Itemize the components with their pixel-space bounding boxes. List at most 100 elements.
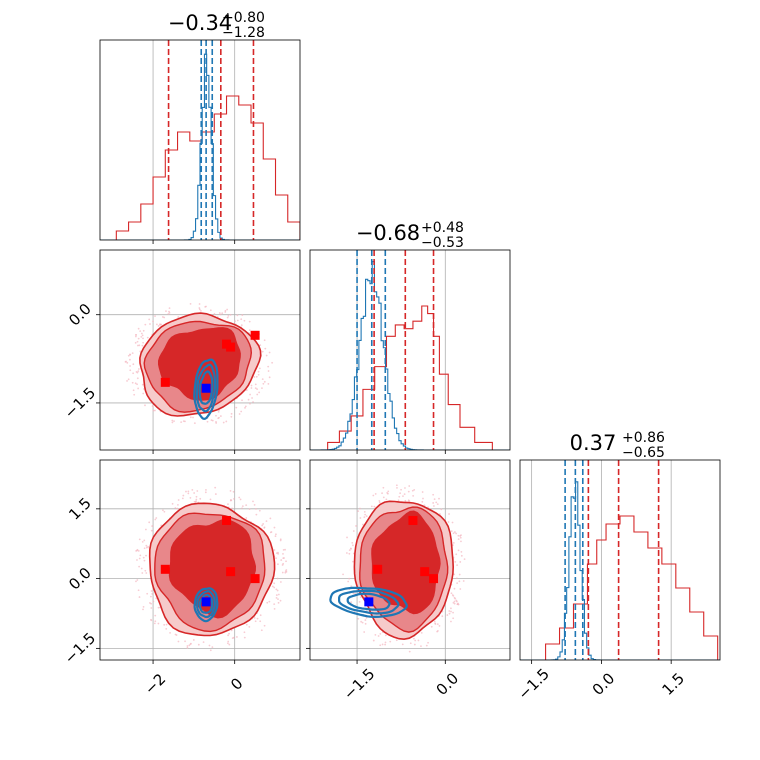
scatter-point [244,405,247,408]
scatter-point [235,636,238,638]
scatter-point [193,492,196,494]
scatter-point [165,623,168,626]
contour-blue-1 [338,589,400,615]
scatter-point [231,507,233,510]
hist-red-p0 [100,95,300,240]
scatter-point [150,602,153,605]
scatter-point [135,333,137,336]
marker-red-square [226,342,236,352]
scatter-point [433,505,435,507]
scatter-point [404,487,406,489]
scatter-point [257,373,260,376]
scatter-point [252,500,254,503]
scatter-point [277,593,280,596]
scatter-point [143,547,146,550]
scatter-point [454,531,456,533]
scatter-point [142,337,144,340]
scatter-point [155,597,158,600]
scatter-point [352,560,354,563]
hist-red-p2 [529,515,720,660]
scatter-point [276,589,279,592]
scatter-point [352,530,355,532]
panel-1-1 [310,250,510,450]
contour-blue-2 [346,592,391,611]
scatter-point [137,550,140,552]
scatter-point [150,607,153,609]
scatter-point [141,540,144,543]
scatter-point [261,378,264,381]
scatter-point [198,303,201,305]
scatter-point [184,420,186,423]
scatter-point [218,312,221,314]
contour-red-inner [168,519,257,619]
title-p2-upper: +0.86 [622,430,665,446]
marker-red-square [226,567,236,577]
scatter-point [169,632,171,634]
scatter-point [137,368,140,370]
scatter-point [399,492,402,495]
scatter-point [150,529,153,532]
scatter-point [262,523,265,525]
scatter-point [460,534,462,537]
scatter-point [142,392,145,395]
scatter-point [450,592,453,595]
scatter-point [165,628,168,630]
scatter-point [195,495,198,498]
scatter-point [204,491,207,494]
scatter-point [230,499,233,502]
marker-red-square [420,567,430,577]
tick-label-x-p0: −2 [141,670,169,698]
scatter-point [372,494,375,497]
scatter-point [253,617,256,619]
scatter-point [171,502,174,505]
scatter-point [249,393,251,396]
scatter-point [146,336,149,339]
scatter-point [136,340,139,343]
scatter-point [141,344,144,347]
scatter-point [150,595,152,598]
scatter-point [377,635,380,637]
scatter-point [245,504,248,507]
scatter-point [162,509,164,512]
scatter-point [441,615,444,618]
scatter-point [385,498,388,501]
scatter-point [411,489,414,492]
scatter-point [263,380,266,383]
scatter-point [255,507,257,510]
axes-frame-1-1 [309,249,511,451]
scatter-point [129,353,132,356]
scatter-point [171,421,174,424]
scatter-point [206,420,209,423]
scatter-point [350,601,353,604]
scatter-point [154,409,156,412]
scatter-point [227,314,230,317]
scatter-point [248,320,251,323]
hist-blue-p1 [310,261,510,450]
scatter-point [126,361,129,364]
contour-blue-0 [329,586,408,619]
scatter-point [264,347,267,350]
scatter-point [284,548,286,551]
scatter-point [284,570,287,573]
scatter-point [382,486,385,489]
scatter-point [209,649,212,652]
scatter-point [144,323,147,326]
scatter-point [279,581,282,583]
scatter-point [241,399,243,402]
scatter-point [221,312,224,315]
tick-label-y-p2: 0.0 [65,564,95,594]
scatter-point [260,629,263,632]
scatter-point [157,325,160,327]
scatter-point [136,377,139,380]
scatter-point [219,313,222,316]
scatter-point [244,406,246,409]
scatter-point [241,507,243,510]
scatter-point [157,622,160,625]
scatter-point [422,497,424,500]
scatter-point [454,561,457,563]
scatter-point [177,499,180,501]
tick-label-x-p2: 0.0 [589,669,619,699]
scatter-point [342,573,344,576]
scatter-point [136,383,138,386]
